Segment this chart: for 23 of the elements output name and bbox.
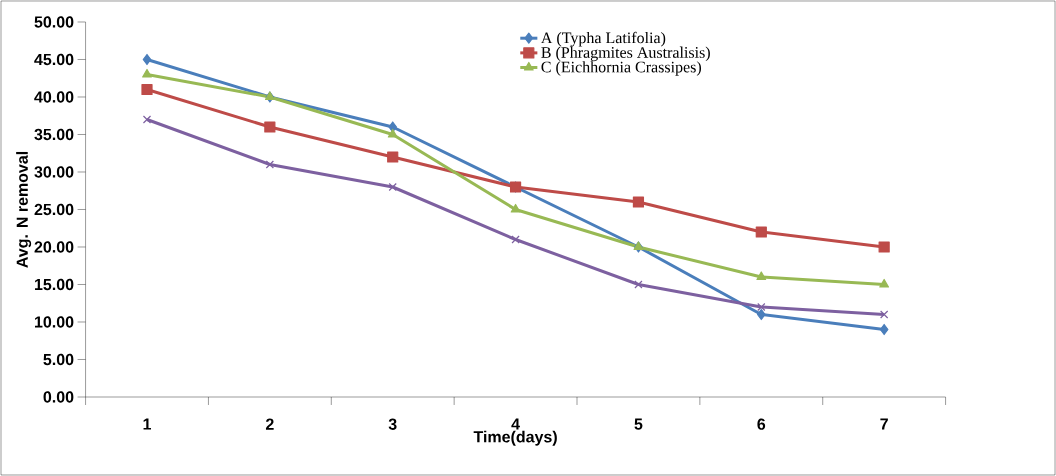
legend-label: B (Phragmites Australisis) [541, 46, 710, 62]
x-tick-label: 6 [757, 418, 766, 430]
y-axis-title: Avg. N removal [16, 151, 32, 268]
y-tick-label: 10.00 [35, 316, 74, 328]
y-tick-label: 40.00 [34, 91, 74, 103]
y-tick-label: 30.00 [34, 166, 74, 178]
x-tick-label: 1 [143, 418, 152, 430]
x-tick-label: 7 [880, 418, 888, 430]
y-tick-label: 35.00 [34, 128, 74, 141]
legend-label: C (Eichhornia Crassipes) [541, 61, 702, 76]
x-tick-label: 5 [634, 418, 643, 430]
x-tick-label: 2 [265, 418, 274, 430]
y-tick-label: 15.00 [35, 278, 74, 291]
y-tick-label: 20.00 [34, 241, 74, 253]
x-tick-label: 3 [388, 418, 397, 430]
x-tick-label: 4 [511, 418, 520, 430]
legend-label: A (Typha Latifolia) [541, 31, 666, 47]
x-axis-title: Time(days) [473, 430, 557, 446]
y-tick-label: 45.00 [34, 53, 74, 66]
y-tick-label: 0.00 [43, 391, 74, 403]
y-tick-label: 5.00 [43, 353, 74, 366]
y-tick-label: 50.00 [34, 16, 74, 28]
y-tick-label: 25.00 [34, 203, 74, 216]
